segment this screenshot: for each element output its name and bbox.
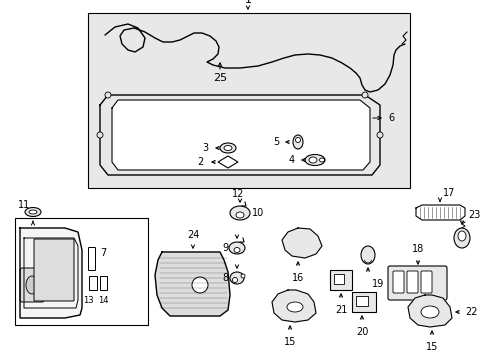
Text: 9: 9 <box>222 243 227 253</box>
Circle shape <box>361 92 367 98</box>
Circle shape <box>376 132 382 138</box>
Polygon shape <box>20 228 82 318</box>
Ellipse shape <box>229 206 249 220</box>
Bar <box>88 13 409 188</box>
FancyBboxPatch shape <box>387 266 446 300</box>
Text: 6: 6 <box>387 113 393 123</box>
Ellipse shape <box>453 228 469 248</box>
Text: 4: 4 <box>288 155 294 165</box>
Text: 10: 10 <box>251 208 264 218</box>
Text: 21: 21 <box>334 305 346 315</box>
Ellipse shape <box>224 145 231 150</box>
Circle shape <box>97 132 103 138</box>
Text: 16: 16 <box>291 273 304 283</box>
Text: 23: 23 <box>467 210 479 220</box>
Bar <box>15 218 148 325</box>
Bar <box>355 296 367 306</box>
FancyBboxPatch shape <box>420 271 431 293</box>
Text: 8: 8 <box>222 273 227 283</box>
Text: 7: 7 <box>100 248 106 258</box>
Bar <box>351 292 375 312</box>
FancyBboxPatch shape <box>406 271 417 293</box>
Circle shape <box>105 92 111 98</box>
Ellipse shape <box>420 306 438 318</box>
FancyBboxPatch shape <box>20 268 44 302</box>
Ellipse shape <box>241 274 244 278</box>
Text: 22: 22 <box>464 307 476 317</box>
Text: 5: 5 <box>272 137 279 147</box>
Ellipse shape <box>286 302 303 312</box>
Text: 19: 19 <box>371 279 384 289</box>
Ellipse shape <box>220 143 236 153</box>
Text: 11: 11 <box>18 200 30 210</box>
Ellipse shape <box>229 272 244 284</box>
Text: 15: 15 <box>425 342 437 352</box>
Text: 14: 14 <box>98 296 108 305</box>
Text: 3: 3 <box>202 143 207 153</box>
Ellipse shape <box>305 154 325 166</box>
Text: 13: 13 <box>82 296 93 305</box>
Text: 2: 2 <box>197 157 203 167</box>
Ellipse shape <box>319 158 324 162</box>
FancyBboxPatch shape <box>34 239 74 301</box>
Ellipse shape <box>234 248 240 252</box>
Text: 1: 1 <box>244 0 251 5</box>
Ellipse shape <box>232 278 237 283</box>
Ellipse shape <box>25 207 41 216</box>
Text: 18: 18 <box>411 244 423 254</box>
Text: 24: 24 <box>186 230 199 240</box>
Polygon shape <box>407 295 451 327</box>
Ellipse shape <box>292 135 303 149</box>
Bar <box>329 270 351 290</box>
Text: 12: 12 <box>231 189 244 199</box>
Text: 17: 17 <box>442 188 454 198</box>
Bar <box>333 274 343 284</box>
Text: 15: 15 <box>283 337 296 347</box>
Ellipse shape <box>308 157 316 163</box>
Bar <box>100 276 107 290</box>
Polygon shape <box>282 228 321 258</box>
Ellipse shape <box>236 212 244 218</box>
Polygon shape <box>155 252 229 316</box>
Ellipse shape <box>360 246 374 264</box>
Bar <box>89 276 97 290</box>
Polygon shape <box>271 290 315 322</box>
FancyBboxPatch shape <box>392 271 403 293</box>
Ellipse shape <box>295 138 300 143</box>
Text: 20: 20 <box>355 327 367 337</box>
Ellipse shape <box>26 276 38 294</box>
Polygon shape <box>112 100 369 170</box>
Ellipse shape <box>457 231 465 241</box>
Text: 25: 25 <box>212 73 226 83</box>
FancyBboxPatch shape <box>88 248 95 270</box>
Ellipse shape <box>29 210 37 214</box>
Ellipse shape <box>228 242 244 254</box>
Circle shape <box>192 277 207 293</box>
